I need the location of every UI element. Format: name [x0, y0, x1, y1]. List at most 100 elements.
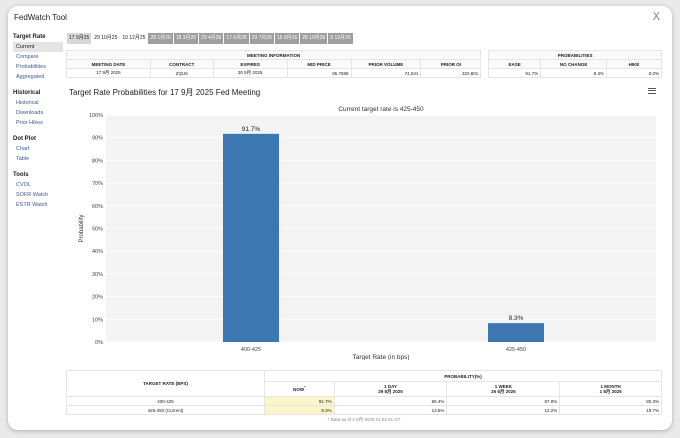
probabilities-header: PROBABILITIES: [488, 50, 662, 60]
data-timestamp-footnote: * Data as of 2 9月 2025 01:51:51 CT: [327, 417, 401, 422]
table-row: 425-450 (Current) 8.3% 13.6% 12.2% 19.7%: [66, 405, 662, 415]
sidebar-item-aggregated[interactable]: Aggregated: [16, 73, 45, 80]
meeting-tab[interactable]: 16 9月26: [274, 33, 300, 44]
col-1-day: 1 DAY 29 8月 2025: [333, 381, 448, 397]
y-axis-label: Probability: [79, 214, 85, 242]
y-tick-label: 20%: [92, 295, 103, 301]
col-probability: PROBABILITY(%): [264, 369, 662, 383]
col-now: NOW*: [264, 381, 335, 397]
x-tick-label: 425-450: [506, 347, 526, 353]
y-tick-label: 70%: [92, 181, 103, 187]
sidebar-item-estr-watch[interactable]: ESTR Watch: [16, 201, 48, 208]
bar-400-425: [223, 133, 279, 342]
sidebar-heading-tools: Tools: [13, 172, 29, 178]
y-tick-label: 90%: [92, 136, 103, 142]
col-date: 29 8月 2025: [378, 388, 403, 394]
y-tick-label: 60%: [92, 204, 103, 210]
bar-425-450: [488, 323, 544, 342]
meeting-tab[interactable]: 18 3月26: [173, 33, 199, 44]
sidebar-item-historical[interactable]: Historical: [16, 99, 39, 106]
no-change-value: 8.3%: [540, 68, 608, 78]
fedwatch-window: FedWatch Tool Ⅹ Target Rate Current Compar…: [8, 6, 672, 430]
y-tick-label: 40%: [92, 249, 103, 255]
sidebar-item-probabilities[interactable]: Probabilities: [16, 63, 46, 70]
col-prior-oi: PRIOR OI: [420, 59, 482, 69]
chart-subtitle: Current target rate is 425-450: [338, 106, 424, 113]
meeting-info-panel: MEETING INFORMATION PROBABILITIES MEETIN…: [65, 50, 662, 78]
probability-cell: 8.3%: [264, 405, 335, 415]
col-ease: EASE: [488, 59, 542, 69]
sidebar-heading-dot-plot: Dot Plot: [13, 136, 36, 142]
data-label: 8.3%: [509, 315, 524, 322]
ease-value: 91.7%: [488, 68, 542, 78]
meeting-tab[interactable]: 17 9月25: [67, 33, 92, 44]
hike-value: 0.0%: [606, 68, 662, 78]
meeting-info-header: MEETING INFORMATION: [65, 50, 482, 60]
probability-table-panel: TARGET RATE (BPS) PROBABILITY(%) NOW* 1 D…: [66, 369, 662, 423]
col-contract: CONTRACT: [149, 59, 214, 69]
meeting-tab[interactable]: 29 4月26: [199, 33, 224, 44]
prior-oi-value: 322,801: [420, 68, 482, 78]
target-rate-cell: 425-450 (Current): [66, 405, 265, 415]
col-1-month: 1 MONTH 1 8月 2025: [559, 381, 662, 397]
y-tick-label: 30%: [92, 272, 103, 278]
sidebar-item-table[interactable]: Table: [16, 155, 30, 162]
data-label: 91.7%: [242, 126, 261, 133]
meeting-tab[interactable]: 28 10月26: [300, 33, 328, 44]
sidebar-item-compare[interactable]: Compare: [16, 53, 39, 60]
probability-cell: 91.7%: [264, 396, 335, 406]
sidebar-item-sofr-watch[interactable]: SOFR Watch: [16, 191, 49, 198]
probability-cell: 12.2%: [446, 405, 561, 415]
col-mid-price: MID PRICE: [286, 59, 352, 69]
col-hike: HIKE: [606, 59, 662, 69]
meeting-tab[interactable]: 17 6月26: [224, 33, 249, 44]
probability-cell: 87.8%: [446, 396, 561, 406]
prior-volume-value: 74,541: [350, 68, 422, 78]
close-icon[interactable]: Ⅹ: [652, 11, 660, 23]
col-meeting-date: MEETING DATE: [66, 59, 151, 69]
col-date: 1 8月 2025: [599, 388, 622, 394]
y-tick-label: 80%: [92, 158, 103, 164]
sidebar-item-downloads[interactable]: Downloads: [16, 109, 44, 116]
col-target-rate: TARGET RATE (BPS): [66, 370, 265, 397]
col-title: 1 MONTH: [600, 383, 621, 389]
meeting-tab[interactable]: 29 7月26: [249, 33, 274, 44]
sidebar-heading-target-rate: Target Rate: [13, 34, 46, 40]
meeting-tab[interactable]: 28 1月26: [148, 33, 173, 44]
meeting-info-table: MEETING INFORMATION PROBABILITIES MEETIN…: [65, 50, 662, 78]
col-1-week: 1 WEEK 26 8月 2025: [446, 381, 561, 397]
col-title: 1 DAY: [384, 383, 397, 389]
expires-value: 30 9月 2025: [212, 68, 288, 78]
probability-table: TARGET RATE (BPS) PROBABILITY(%) NOW* 1 D…: [66, 369, 662, 415]
col-title: NOW*: [293, 385, 306, 393]
hamburger-menu-icon[interactable]: [648, 88, 656, 94]
x-tick-label: 400-425: [241, 347, 261, 353]
mid-price-value: 95.7688: [286, 68, 352, 78]
col-no-change: NO CHANGE: [540, 59, 608, 69]
col-prior-volume: PRIOR VOLUME: [350, 59, 422, 69]
meeting-tab[interactable]: 9 12月26: [328, 33, 353, 44]
meeting-tab[interactable]: 10 12月25: [120, 33, 148, 44]
sidebar-item-current[interactable]: Current: [13, 42, 63, 52]
probability-cell: 86.4%: [333, 396, 448, 406]
target-rate-cell: 400-425: [66, 396, 265, 406]
sidebar-heading-historical: Historical: [13, 90, 41, 96]
y-tick-label: 50%: [92, 227, 103, 233]
sidebar-item-cvol[interactable]: CVOL: [16, 181, 31, 188]
probability-cell: 13.6%: [333, 405, 448, 415]
y-tick-label: 0%: [95, 340, 103, 346]
col-date: 26 8月 2025: [491, 388, 516, 394]
probability-cell: 80.3%: [559, 396, 662, 406]
col-footnote-marker: *: [304, 385, 306, 390]
probability-chart-panel: Target Rate Probabilities for 17 9月 2025…: [66, 84, 662, 360]
contract-value: ZQU5: [149, 68, 214, 78]
col-expires: EXPIRES: [212, 59, 288, 69]
y-tick-label: 10%: [92, 317, 103, 323]
sidebar-item-prior-hikes[interactable]: Prior Hikes: [16, 119, 43, 126]
app-title: FedWatch Tool: [14, 13, 67, 22]
meeting-date-value: 17 9月 2025: [66, 68, 151, 78]
sidebar-item-chart[interactable]: Chart: [16, 145, 30, 152]
chart-title: Target Rate Probabilities for 17 9月 2025…: [69, 88, 261, 97]
probability-bar-chart: 0% 10% 20% 30% 40% 50% 60% 70% 80% 90% 100% Current…: [79, 106, 656, 360]
meeting-tab[interactable]: 29 10月25: [92, 33, 120, 44]
